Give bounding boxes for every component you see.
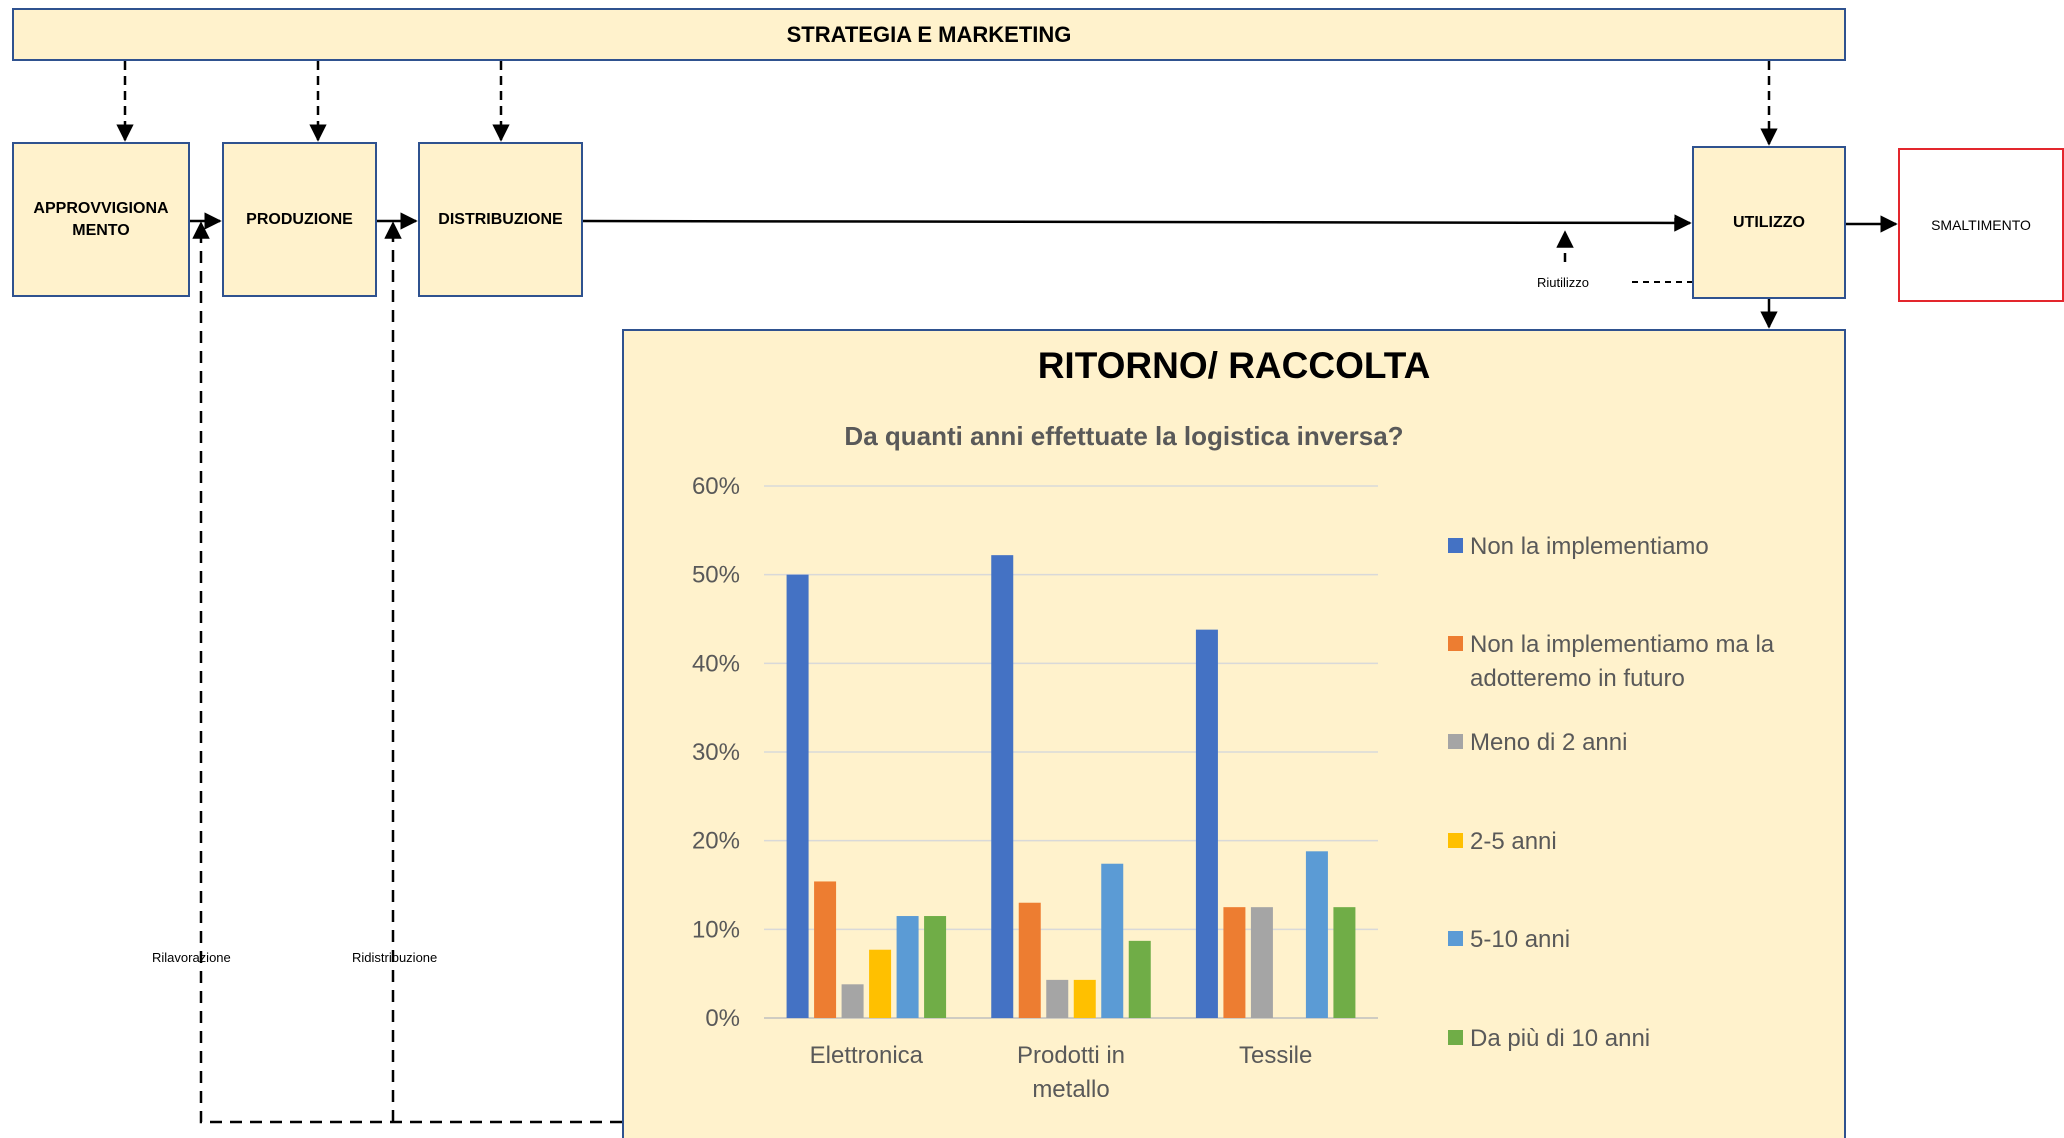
y-tick-label: 40% (692, 650, 740, 677)
y-tick-label: 60% (692, 473, 740, 500)
ridistribuzione-label: Ridistribuzione (352, 950, 438, 965)
produzione-box: PRODUZIONE (222, 142, 377, 297)
approvvigionamento-label: APPROVVIGIONA MENTO (33, 199, 169, 239)
bar (1333, 907, 1356, 1018)
legend-item: 2-5 anni (1448, 825, 1808, 859)
bar (991, 555, 1014, 1018)
bar (1223, 907, 1246, 1018)
utilizzo-box: UTILIZZO (1692, 146, 1846, 299)
legend-swatch (1448, 538, 1463, 553)
legend-item: Non la implementiamo (1448, 530, 1808, 564)
bar (841, 984, 864, 1018)
smaltimento-box: SMALTIMENTO (1898, 148, 2064, 302)
legend-item: Da più di 10 anni (1448, 1022, 1808, 1056)
legend-item: Non la implementiamo ma la adotteremo in… (1448, 628, 1808, 696)
bar (896, 916, 919, 1018)
bar (1195, 629, 1218, 1018)
bar (1018, 902, 1041, 1018)
bar (786, 574, 809, 1018)
x-tick-label: Tessile (1239, 1042, 1312, 1069)
legend-label: Meno di 2 anni (1470, 729, 1628, 756)
legend-label: Non la implementiamo ma la adotteremo in… (1470, 631, 1775, 692)
legend-swatch (1448, 636, 1463, 651)
legend-label: Non la implementiamo (1470, 533, 1709, 560)
y-tick-label: 10% (692, 916, 740, 943)
y-tick-label: 50% (692, 562, 740, 589)
rilavorazione-label: Rilavorazione (152, 950, 231, 965)
chart-title: Da quanti anni effettuate la logistica i… (844, 421, 1404, 451)
strategia-marketing-banner: STRATEGIA E MARKETING (12, 8, 1846, 61)
bar (1250, 907, 1273, 1018)
legend-swatch (1448, 931, 1463, 946)
bar (1305, 851, 1328, 1018)
bar (1101, 863, 1124, 1018)
legend-item: Meno di 2 anni (1448, 726, 1808, 760)
x-tick-label: Prodotti in (1017, 1042, 1125, 1069)
bar (814, 881, 837, 1018)
y-tick-label: 20% (692, 828, 740, 855)
rilavorazione-loop (192, 221, 622, 1124)
legend-swatch (1448, 734, 1463, 749)
riutilizzo-label: Riutilizzo (1537, 275, 1590, 290)
legend-label: 5-10 anni (1470, 926, 1571, 953)
legend-label: 2-5 anni (1470, 828, 1557, 855)
bar (1073, 979, 1096, 1018)
legend-label: Da più di 10 anni (1470, 1025, 1651, 1052)
panel-title: RITORNO/ RACCOLTA (1037, 345, 1431, 386)
x-tick-label: Elettronica (810, 1042, 924, 1069)
approvvigionamento-box: APPROVVIGIONA MENTO (12, 142, 190, 297)
legend-swatch (1448, 1030, 1463, 1045)
bar (1046, 979, 1069, 1018)
distribuzione-box: DISTRIBUZIONE (418, 142, 583, 297)
y-tick-label: 0% (705, 1005, 740, 1032)
bar (924, 916, 947, 1018)
legend-item: 5-10 anni (1448, 923, 1808, 957)
y-tick-label: 30% (692, 739, 740, 766)
bar (869, 949, 892, 1018)
x-tick-label: metallo (1032, 1076, 1109, 1103)
legend-swatch (1448, 833, 1463, 848)
bar (1128, 940, 1151, 1018)
dist-to-util-arrow (582, 214, 1692, 232)
